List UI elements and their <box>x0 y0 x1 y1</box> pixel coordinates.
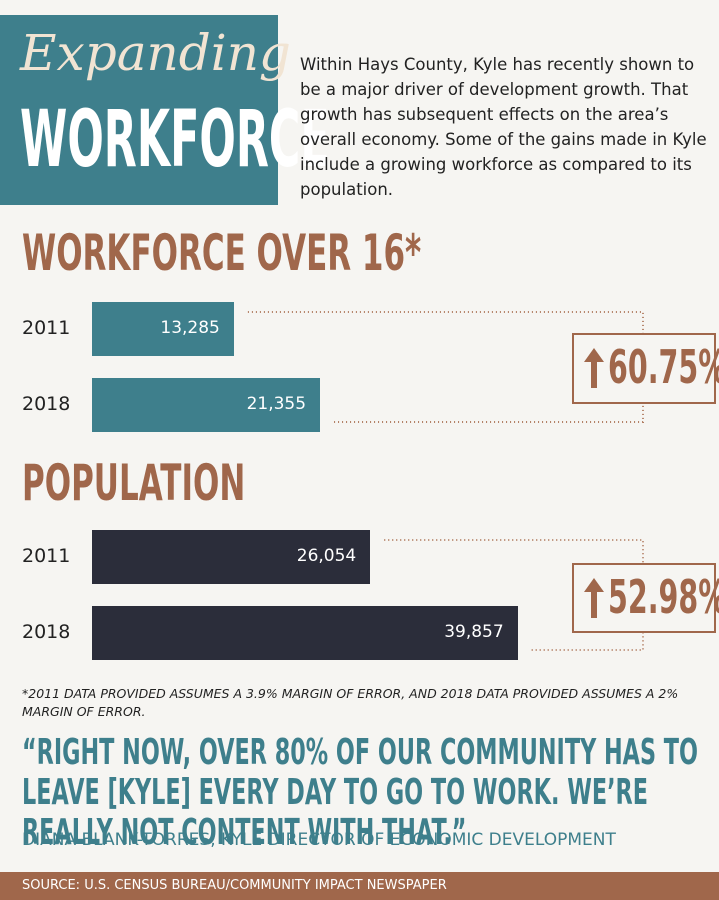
category-label: 2011 <box>22 317 71 339</box>
connector <box>334 400 644 423</box>
up-arrow <box>584 578 604 618</box>
attribution: DIANA BLANK-TORRES, KYLE DIRECTOR OF ECO… <box>22 830 616 850</box>
value-label: 39,857 <box>444 622 504 642</box>
header-title: WORKFORCE <box>20 95 330 185</box>
bar <box>92 378 321 432</box>
change-label: 60.75% <box>608 340 719 394</box>
change-box: 52.98% <box>572 563 719 633</box>
header-script-title: Expanding <box>20 24 291 82</box>
footer-bar: SOURCE: U.S. CENSUS BUREAU/COMMUNITY IMP… <box>0 872 719 900</box>
change-label: 52.98% <box>608 570 719 624</box>
change-box: 60.75% <box>572 333 719 404</box>
chart-title: POPULATION <box>22 454 246 512</box>
value-label: 26,054 <box>296 546 357 566</box>
category-label: 2018 <box>22 621 71 643</box>
category-label: 2011 <box>22 545 71 567</box>
quote: “RIGHT NOW, OVER 80% OF OUR COMMUNITY HA… <box>22 732 699 853</box>
category-label: 2018 <box>22 393 71 415</box>
header-box <box>0 15 278 205</box>
bar <box>92 606 518 660</box>
chart-title: WORKFORCE OVER 16* <box>22 224 422 282</box>
value-label: 21,355 <box>246 394 307 414</box>
value-label: 13,285 <box>160 318 220 338</box>
bar <box>92 530 371 584</box>
source: SOURCE: U.S. CENSUS BUREAU/COMMUNITY IMP… <box>22 878 447 893</box>
connector <box>247 311 644 333</box>
footnote: *2011 DATA PROVIDED ASSUMES A 3.9% MARGI… <box>22 686 679 719</box>
bar <box>92 302 234 356</box>
connector <box>384 539 644 563</box>
up-arrow <box>584 348 604 388</box>
intro-text: Within Hays County, Kyle has recently sh… <box>300 55 707 199</box>
